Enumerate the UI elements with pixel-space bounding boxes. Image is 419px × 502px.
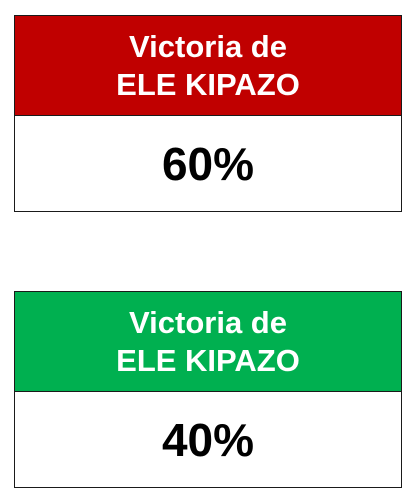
card-value-red: 60% — [161, 137, 255, 190]
card-value-green: 40% — [161, 413, 255, 466]
card-header-green: Victoria de ELE KIPAZO — [15, 292, 401, 392]
card-title-line1: Victoria de — [129, 28, 287, 64]
card-header-red: Victoria de ELE KIPAZO — [15, 16, 401, 116]
probability-card-red: Victoria de ELE KIPAZO 60% — [14, 15, 402, 212]
probability-card-green: Victoria de ELE KIPAZO 40% — [14, 291, 402, 488]
card-title-line1: Victoria de — [129, 304, 287, 340]
card-title-line2: ELE KIPAZO — [116, 342, 300, 378]
card-title-line2: ELE KIPAZO — [116, 66, 300, 102]
